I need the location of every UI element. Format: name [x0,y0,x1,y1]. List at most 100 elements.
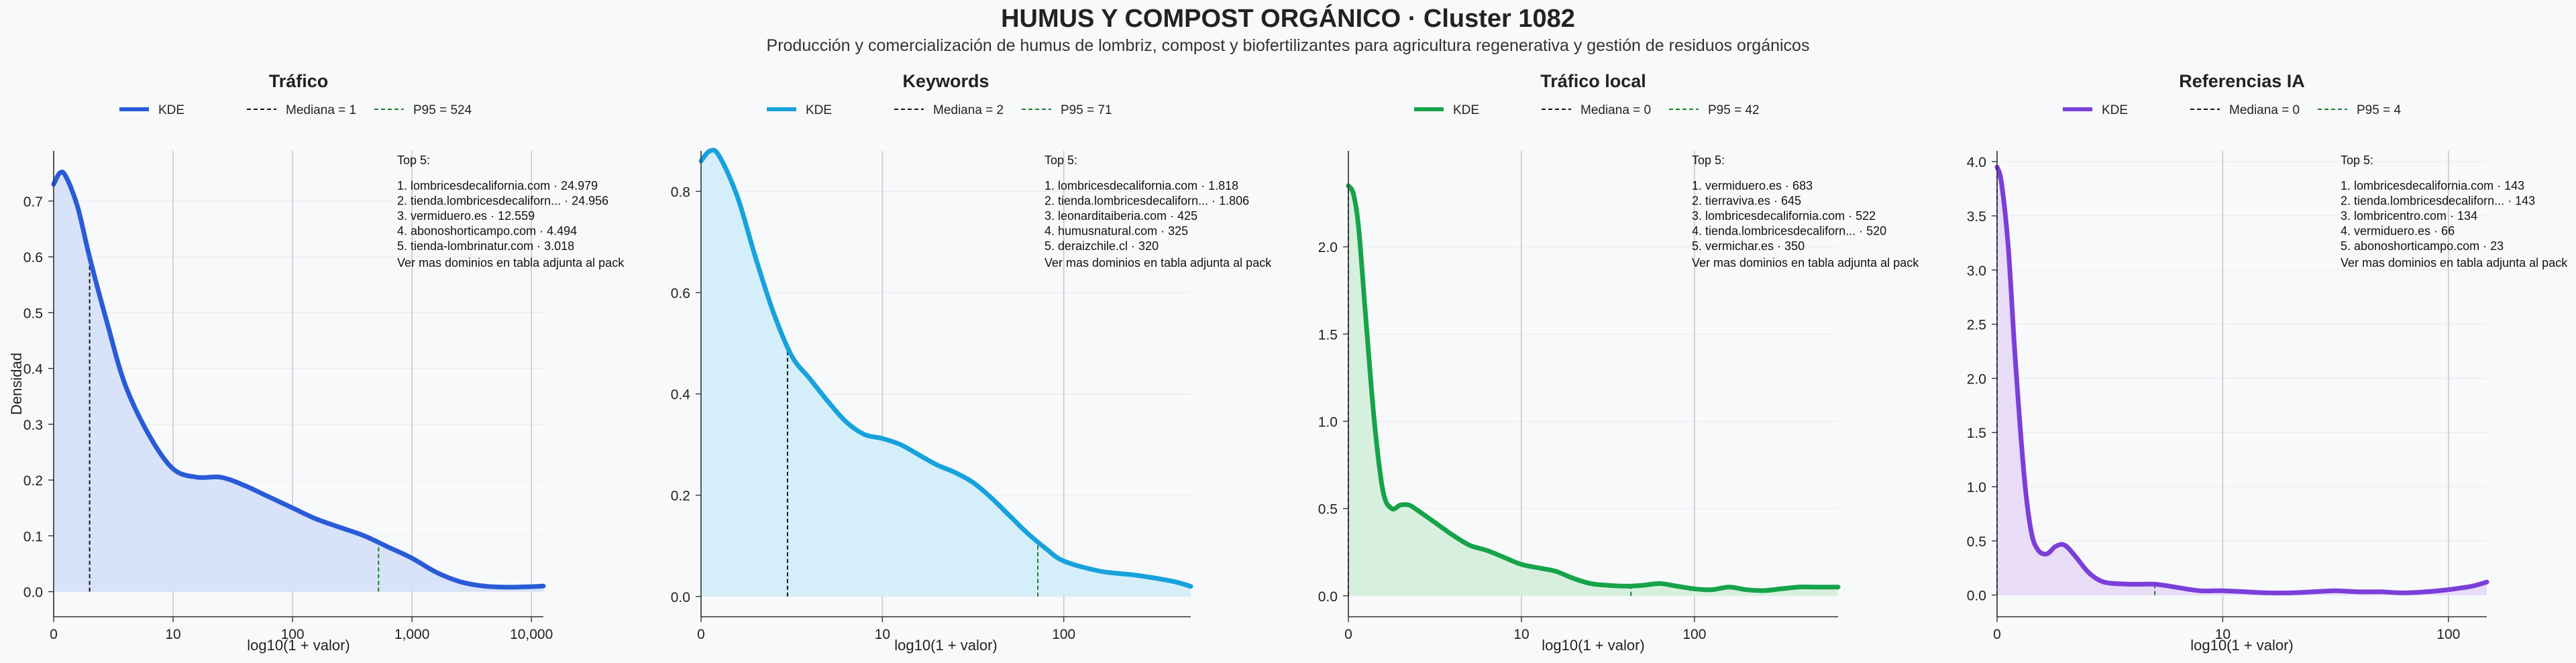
top5-item: 4. abonoshorticampo.com · 4.494 [397,225,577,238]
kde-area [54,172,543,592]
top5-item: 5. deraizchile.cl · 320 [1044,239,1159,253]
chart-panel-1: Tráfico KDE Mediana = 1 P95 = 524 0.0 0.1 0.2 0… [8,71,625,654]
top5-item: 3. vermiduero.es · 12.559 [397,209,535,223]
y-tick-label: 1.5 [1318,327,1338,343]
y-tick-label: 0.0 [1967,589,1986,604]
top5-annotation: Top 5: 1. vermiduero.es · 683 2. tierraviv… [1692,154,1919,269]
top5-item: 3. lombricentro.com · 134 [2341,209,2477,223]
legend: KDE Mediana = 0 P95 = 4 [2063,103,2401,117]
y-tick-label: 2.5 [1967,318,1986,333]
y-tick-label: 4.0 [1967,155,1986,170]
y-tick-label: 1.0 [1318,414,1338,430]
top5-footer: Ver mas dominios en tabla adjunta al pac… [2341,256,2568,269]
y-tick-label: 2.0 [1318,240,1338,255]
top5-annotation: Top 5: 1. lombricesdecalifornia.com · 1.8… [1044,154,1272,269]
top5-footer: Ver mas dominios en tabla adjunta al pac… [397,256,625,269]
top5-item: 5. vermichar.es · 350 [1692,239,1805,253]
x-axis-label: log10(1 + valor) [247,637,350,654]
legend-label-1: KDE [1453,103,1479,117]
top5-item: 5. abonoshorticampo.com · 23 [2341,239,2504,253]
legend-label-3: P95 = 524 [413,103,472,117]
x-tick-label: 10 [875,627,890,642]
top5-item: 2. tienda.lombricesdecaliforn... · 24.95… [397,194,608,208]
y-tick-label: 0.6 [23,250,43,265]
x-tick-label: 10 [2215,627,2231,642]
y-tick-label: 0.2 [23,473,43,489]
top5-item: 3. lombricesdecalifornia.com · 522 [1692,209,1876,223]
y-tick-label: 0.3 [23,418,43,433]
top5-item: 3. leonarditaiberia.com · 425 [1044,209,1197,223]
legend-label-2: Mediana = 0 [1580,103,1651,117]
y-axis-label: Densidad [8,353,25,415]
kde-line [1346,183,1841,593]
y-tick-label: 3.5 [1967,209,1986,225]
panel-title: Tráfico [269,71,329,91]
top5-heading: Top 5: [1044,154,1077,167]
legend-label-1: KDE [806,103,832,117]
y-tick-label: 0.5 [23,306,43,321]
y-tick-label: 0.0 [1318,589,1338,605]
top5-item: 5. tienda-lombrinatur.com · 3.018 [397,239,574,253]
top5-footer: Ver mas dominios en tabla adjunta al pac… [1044,256,1272,269]
x-tick-label: 100 [281,627,305,642]
x-tick-label: 1,000 [394,627,430,642]
x-tick-label: 10 [165,627,180,642]
kde-line [1994,164,2489,596]
top5-item: 1. vermiduero.es · 683 [1692,179,1813,192]
top5-item: 1. lombricesdecalifornia.com · 24.979 [397,179,598,192]
top5-item: 4. tienda.lombricesdecaliforn... · 520 [1692,225,1886,238]
top5-annotation: Top 5: 1. lombricesdecalifornia.com · 143… [2341,154,2568,269]
kde-line [698,147,1193,589]
x-tick-label: 0 [50,627,58,642]
x-tick-label: 0 [697,627,705,642]
legend-label-1: KDE [158,103,184,117]
top5-heading: Top 5: [397,154,430,167]
top5-item: 1. lombricesdecalifornia.com · 143 [2341,179,2524,192]
top5-item: 2. tienda.lombricesdecaliforn... · 143 [2341,194,2535,208]
y-tick-label: 0.0 [23,585,43,601]
x-tick-label: 0 [1993,627,2001,642]
panel-title: Tráfico local [1540,71,1646,91]
y-tick-label: 0.6 [671,286,690,302]
legend-label-2: Mediana = 2 [933,103,1004,117]
x-tick-label: 10 [1513,627,1529,642]
top5-footer: Ver mas dominios en tabla adjunta al pac… [1692,256,1919,269]
top5-item: 4. vermiduero.es · 66 [2341,225,2455,238]
y-tick-label: 0.5 [1318,502,1338,518]
chart-panel-3: Tráfico local KDE Mediana = 0 P95 = 42 0.0 0.… [1318,71,1919,654]
y-tick-label: 2.0 [1967,371,1986,387]
y-tick-label: 0.2 [671,489,690,504]
y-tick-label: 0.7 [23,194,43,210]
chart-panels: Tráfico KDE Mediana = 1 P95 = 524 0.0 0.1 0.2 0… [8,71,2568,654]
top5-item: 1. lombricesdecalifornia.com · 1.818 [1044,179,1238,192]
x-tick-label: 0 [1344,627,1352,642]
x-tick-label: 10,000 [510,627,553,642]
panel-title: Referencias IA [2179,71,2305,91]
y-tick-label: 0.0 [671,590,690,605]
legend-label-3: P95 = 71 [1061,103,1112,117]
kde-line [51,169,546,590]
top5-heading: Top 5: [1692,154,1725,167]
figure-subtitle: Producción y comercialización de humus d… [767,36,1810,55]
legend: KDE Mediana = 0 P95 = 42 [1414,103,1760,117]
x-axis-label: log10(1 + valor) [2190,637,2293,654]
legend-label-3: P95 = 42 [1708,103,1760,117]
y-tick-label: 0.4 [23,362,44,377]
y-tick-label: 3.0 [1967,263,1986,279]
top5-item: 4. humusnatural.com · 325 [1044,225,1188,238]
y-tick-label: 0.1 [23,529,43,544]
y-tick-label: 0.5 [1967,534,1986,550]
x-tick-label: 100 [1682,627,1706,642]
x-axis-label: log10(1 + valor) [894,637,997,654]
y-tick-label: 1.0 [1967,480,1986,495]
top5-item: 2. tierraviva.es · 645 [1692,194,1801,208]
chart-panel-2: Keywords KDE Mediana = 2 P95 = 71 0.0 0.2 0.4 0… [671,71,1272,654]
legend-label-1: KDE [2102,103,2128,117]
top5-item: 2. tienda.lombricesdecaliforn... · 1.806 [1044,194,1249,208]
legend: KDE Mediana = 2 P95 = 71 [767,103,1112,117]
x-tick-label: 100 [1052,627,1075,642]
y-tick-label: 0.4 [671,387,691,403]
kde-area [701,149,1191,597]
y-tick-label: 1.5 [1967,426,1986,441]
